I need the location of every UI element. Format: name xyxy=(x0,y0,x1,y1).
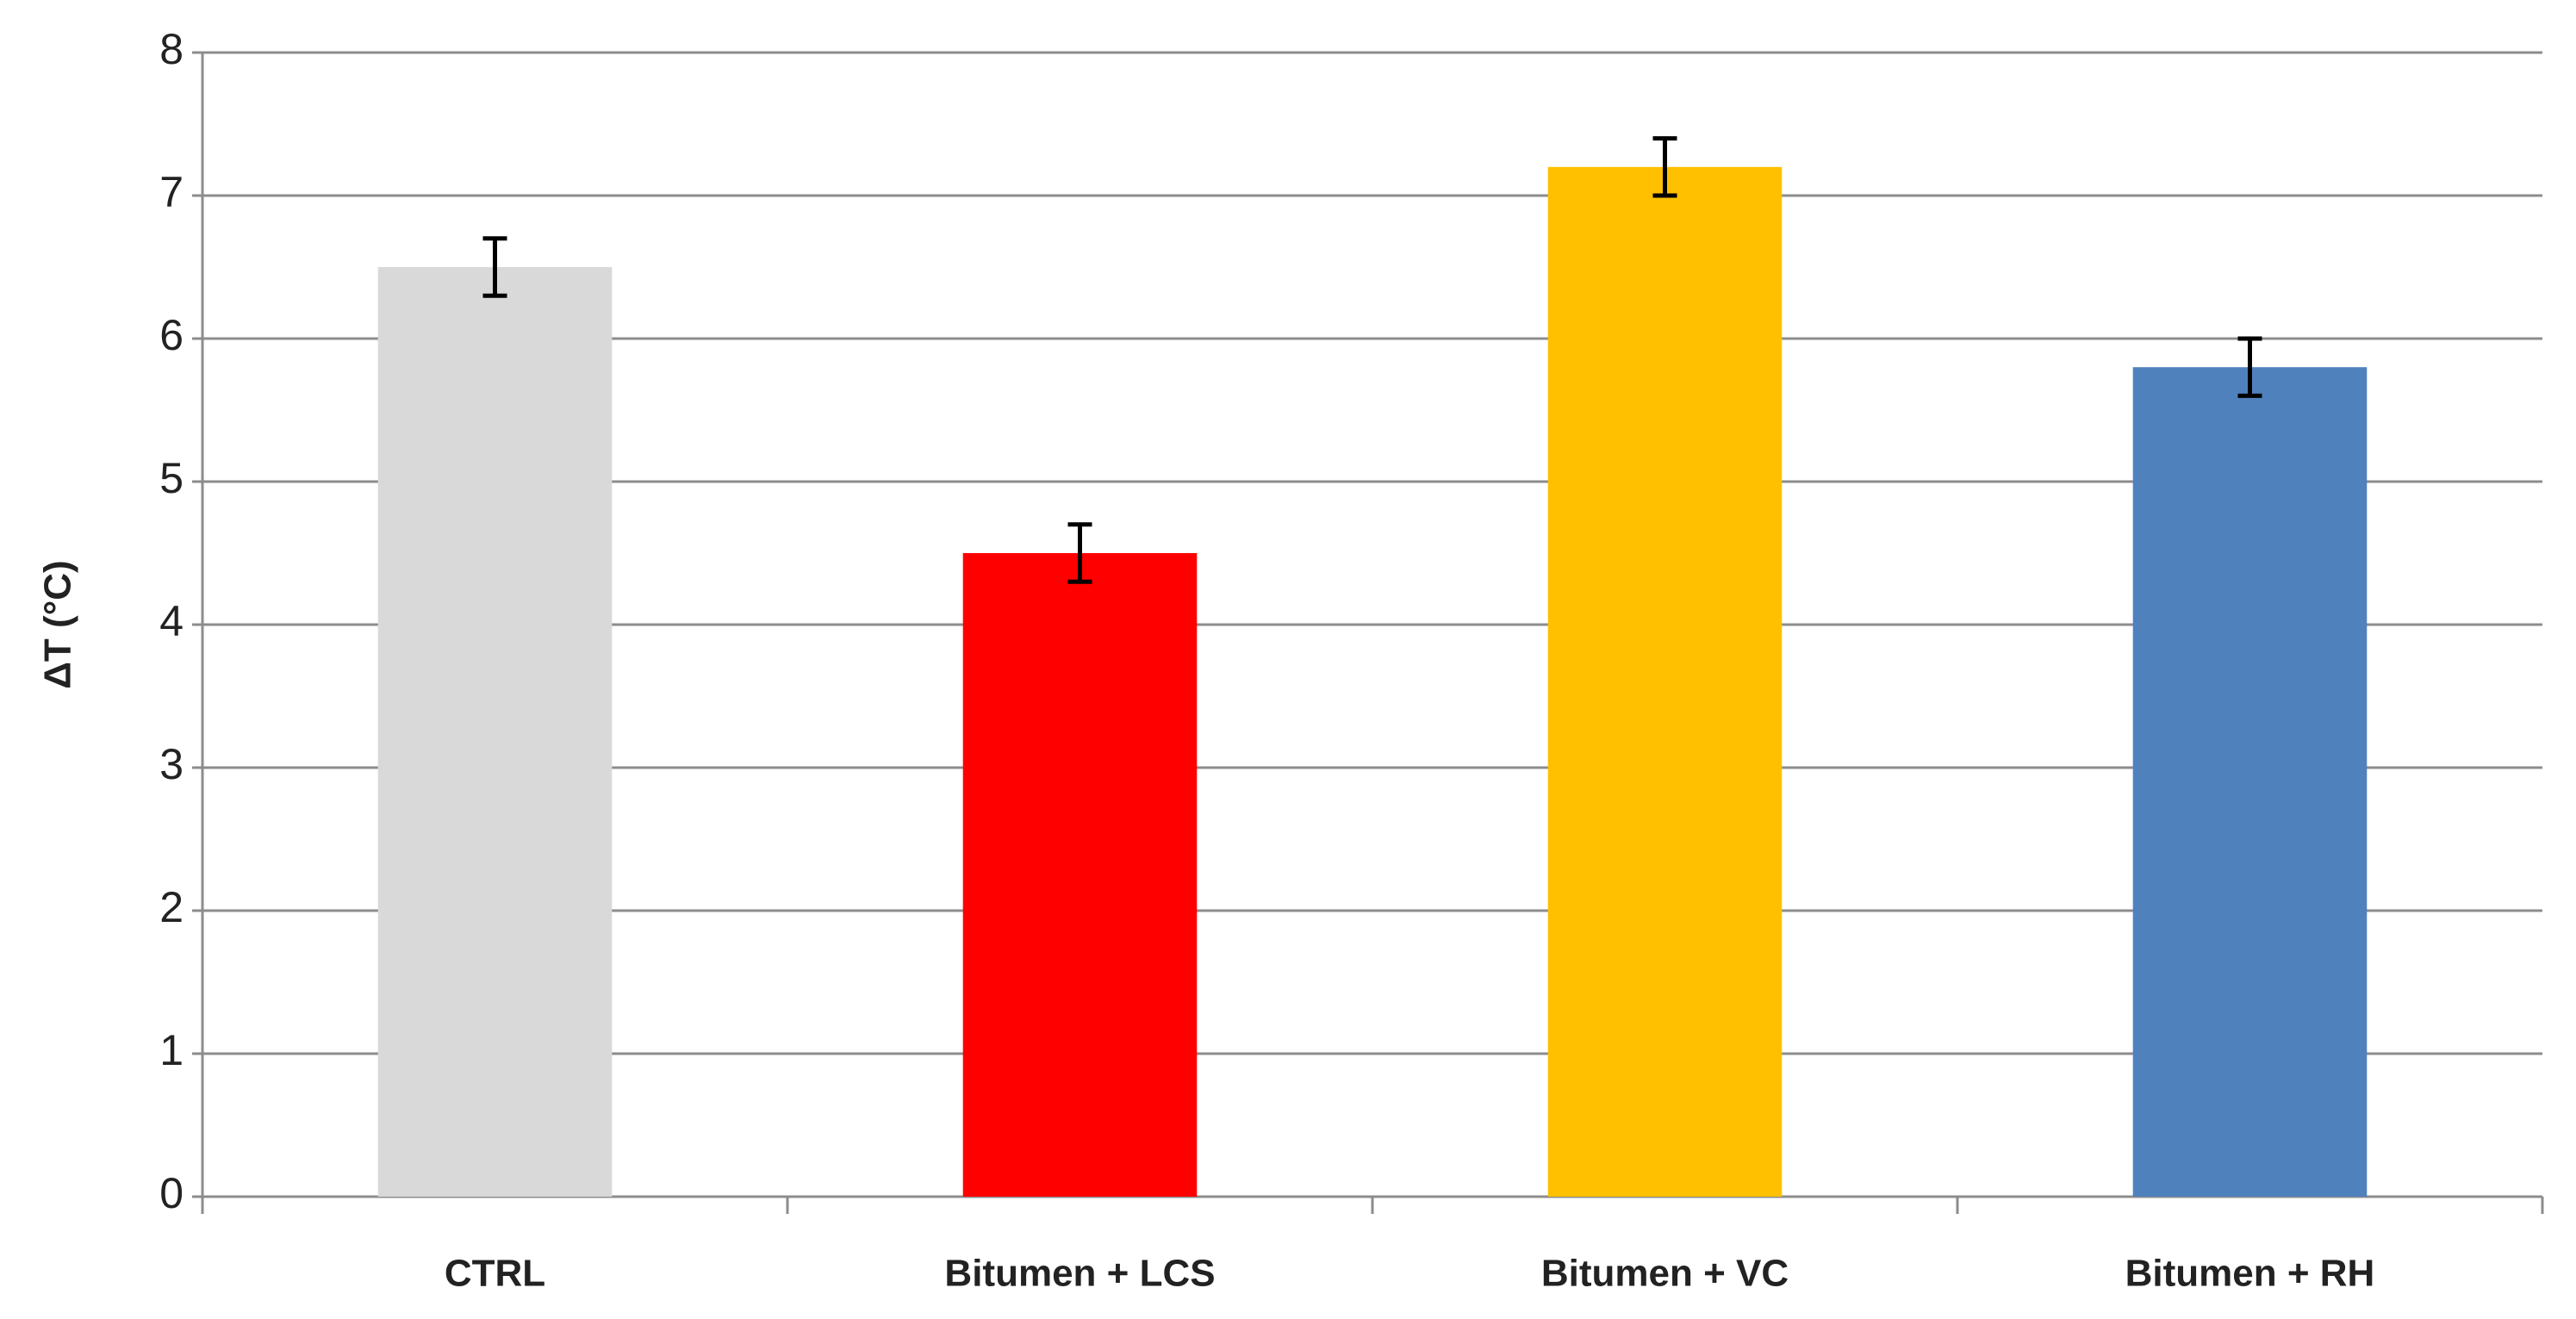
error-bar xyxy=(2237,336,2262,398)
y-tick-label: 8 xyxy=(159,25,184,73)
bar xyxy=(2132,367,2368,1197)
y-tick-label: 2 xyxy=(159,883,184,931)
bar xyxy=(962,553,1198,1197)
y-axis-label: ΔT (°C) xyxy=(37,560,79,688)
y-tick-label: 3 xyxy=(159,740,184,788)
error-bar xyxy=(1652,136,1677,198)
bar xyxy=(377,267,613,1197)
y-tick-label: 4 xyxy=(159,597,184,645)
error-bar xyxy=(1067,522,1092,584)
y-tick-label: 6 xyxy=(159,311,184,359)
bar xyxy=(1547,166,1783,1197)
x-tick-label: Bitumen + LCS xyxy=(944,1253,1215,1295)
y-tick-label: 0 xyxy=(159,1169,184,1217)
error-bar xyxy=(482,236,507,298)
x-tick-label: Bitumen + VC xyxy=(1541,1253,1789,1295)
y-tick-label: 1 xyxy=(159,1026,184,1074)
y-tick-label: 7 xyxy=(159,168,184,216)
y-tick-label: 5 xyxy=(159,454,184,502)
x-tick-label: Bitumen + RH xyxy=(2125,1253,2375,1295)
x-tick-label: CTRL xyxy=(445,1253,545,1295)
